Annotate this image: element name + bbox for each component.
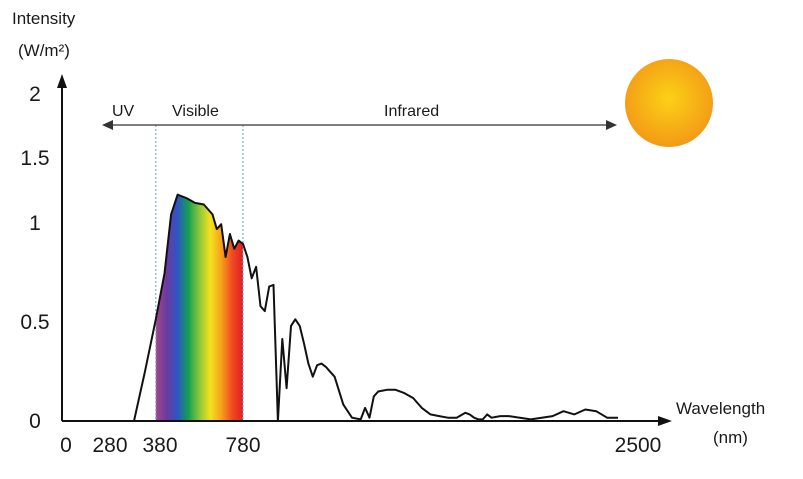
- region-label-infrared: Infrared: [384, 103, 439, 120]
- x-axis: [62, 416, 672, 426]
- x-tick-label: 280: [92, 434, 127, 457]
- y-tick-label: 1: [29, 212, 41, 235]
- y-axis-unit: (W/m²): [18, 41, 70, 60]
- x-tick-label: 780: [225, 434, 260, 457]
- region-label-uv: UV: [112, 103, 135, 120]
- region-arrow-right-head: [606, 120, 617, 130]
- y-tick-label: 1.5: [20, 147, 49, 170]
- y-tick-label: 2: [29, 83, 41, 106]
- region-label-visible: Visible: [172, 103, 219, 120]
- visible-spectrum-fill: [155, 194, 244, 421]
- y-tick-label: 0.5: [20, 311, 49, 334]
- y-axis: [57, 74, 67, 421]
- y-axis-arrowhead: [57, 74, 67, 88]
- sun-icon: [625, 59, 713, 147]
- x-tick-label: 0: [60, 434, 72, 457]
- x-tick-label: 380: [142, 434, 177, 457]
- y-tick-label: 0: [29, 410, 41, 433]
- y-axis-title: Intensity: [12, 9, 76, 28]
- x-axis-arrowhead: [658, 416, 672, 426]
- region-arrow-left-head: [102, 120, 113, 130]
- x-axis-unit: (nm): [713, 428, 748, 447]
- region-arrow: [102, 120, 617, 130]
- x-tick-label: 2500: [615, 434, 662, 457]
- x-axis-title: Wavelength: [676, 399, 765, 418]
- spectrum-line: [133, 193, 618, 422]
